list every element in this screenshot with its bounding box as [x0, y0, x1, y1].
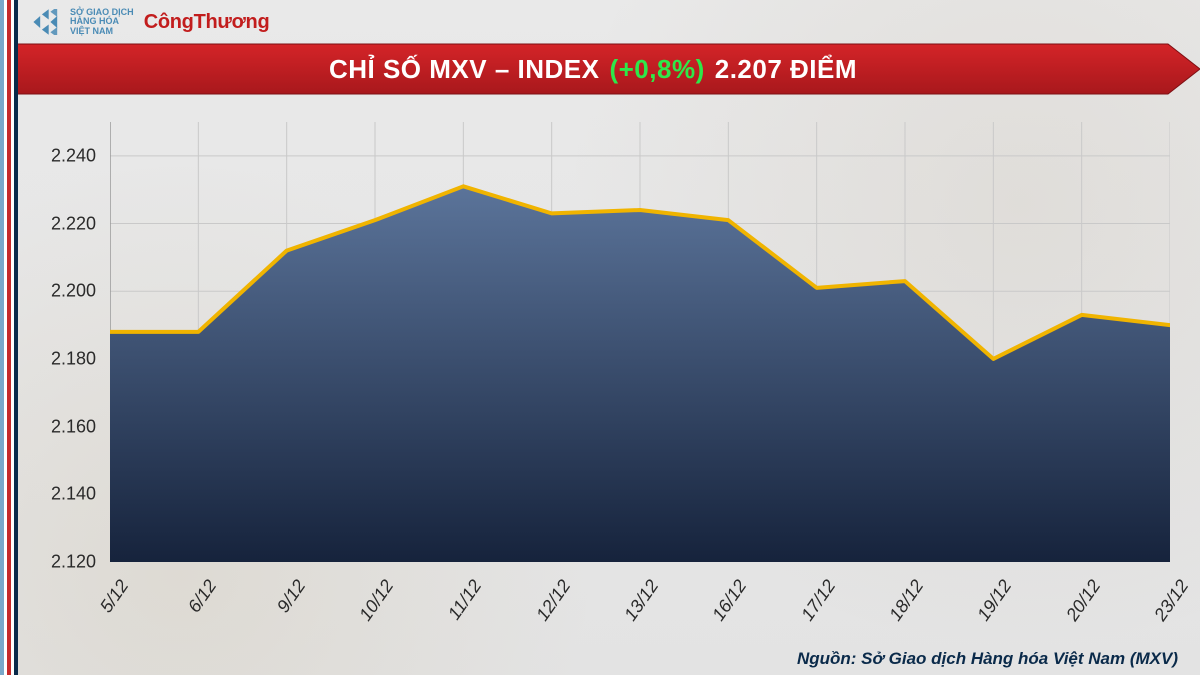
- y-tick-label: 2.240: [51, 145, 96, 166]
- x-tick-label: 17/12: [797, 576, 840, 625]
- x-tick-label: 19/12: [973, 576, 1016, 625]
- x-tick-label: 18/12: [885, 576, 928, 625]
- y-axis-labels: 2.1202.1402.1602.1802.2002.2202.240: [40, 122, 102, 562]
- x-tick-label: 20/12: [1062, 576, 1105, 625]
- x-tick-label: 11/12: [444, 576, 486, 624]
- x-tick-label: 9/12: [273, 576, 310, 617]
- x-tick-label: 10/12: [355, 576, 398, 625]
- x-tick-label: 5/12: [96, 576, 133, 617]
- chart-plot: [110, 122, 1170, 562]
- y-tick-label: 2.120: [51, 552, 96, 573]
- mxv-text-line: VIỆT NAM: [70, 27, 134, 36]
- x-tick-label: 16/12: [708, 576, 751, 625]
- y-tick-label: 2.160: [51, 416, 96, 437]
- mxv-logo: SỞ GIAO DỊCH HÀNG HÓA VIỆT NAM: [30, 8, 134, 36]
- y-tick-label: 2.180: [51, 348, 96, 369]
- logo-word: Công: [144, 11, 194, 33]
- logo-word: Thương: [194, 11, 270, 33]
- chart-svg: [110, 122, 1170, 562]
- x-tick-label: 12/12: [532, 576, 575, 625]
- x-tick-label: 13/12: [620, 576, 663, 625]
- x-tick-label: 6/12: [184, 576, 221, 617]
- x-axis-labels: 5/126/129/1210/1211/1212/1213/1216/1217/…: [110, 570, 1170, 630]
- chart-container: 2.120 2.140 2.160 2.180 2.200 2.220 2.240 5/12…: [40, 112, 1180, 632]
- title-pct: (+0,8%): [609, 54, 704, 85]
- congthuong-logo: CôngThương: [144, 11, 270, 34]
- source-attribution: Nguồn: Sở Giao dịch Hàng hóa Việt Nam (M…: [797, 649, 1178, 669]
- mxv-logo-icon: [30, 9, 64, 35]
- mxv-logo-text: SỞ GIAO DỊCH HÀNG HÓA VIỆT NAM: [70, 8, 134, 36]
- y-tick-label: 2.200: [51, 281, 96, 302]
- title-banner: CHỈ SỐ MXV – INDEX (+0,8%) 2.207 ĐIỂM: [18, 42, 1200, 96]
- left-accent-stripe: [0, 0, 18, 675]
- y-tick-label: 2.220: [51, 213, 96, 234]
- title-text: CHỈ SỐ MXV – INDEX (+0,8%) 2.207 ĐIỂM: [18, 42, 1168, 96]
- header-logos: SỞ GIAO DỊCH HÀNG HÓA VIỆT NAM CôngThươn…: [30, 6, 269, 38]
- y-tick-label: 2.140: [51, 484, 96, 505]
- title-suffix: 2.207 ĐIỂM: [715, 54, 857, 85]
- title-prefix: CHỈ SỐ MXV – INDEX: [329, 54, 600, 85]
